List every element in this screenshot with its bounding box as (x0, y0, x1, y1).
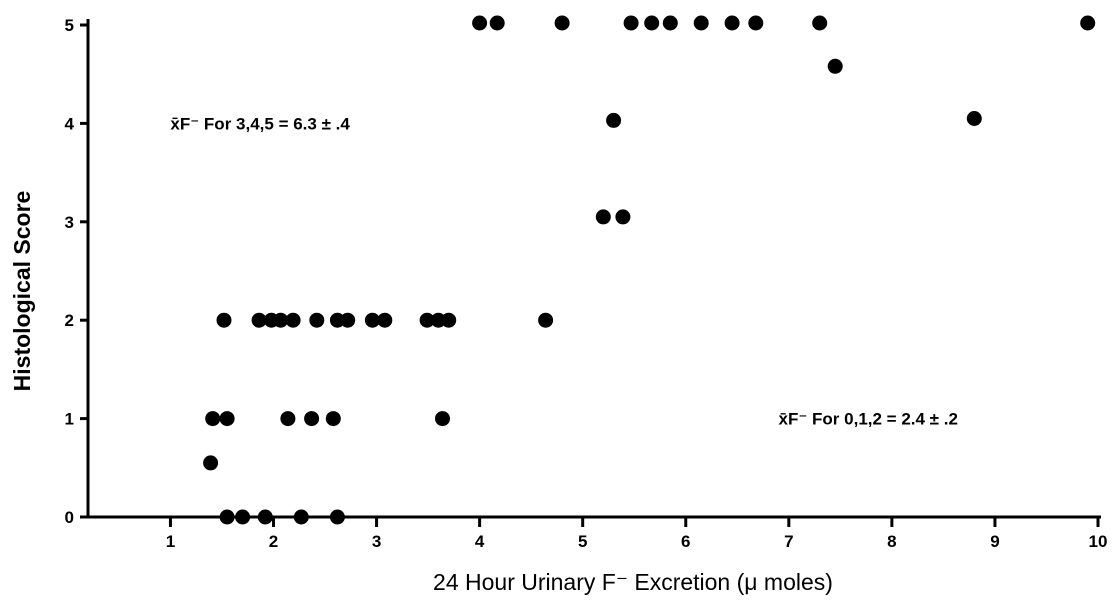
data-point (748, 15, 764, 31)
data-point (441, 312, 457, 328)
x-tick-label: 1 (166, 532, 175, 551)
x-tick-label: 4 (475, 532, 485, 551)
data-point (309, 312, 325, 328)
data-point (235, 509, 251, 525)
data-point (251, 312, 267, 328)
data-point (257, 509, 273, 525)
data-point (472, 15, 488, 31)
data-point (219, 509, 235, 525)
data-point (623, 15, 639, 31)
y-tick-label: 1 (65, 410, 74, 429)
data-point (205, 411, 221, 427)
y-axis-title: Histological Score (9, 191, 35, 392)
y-tick-label: 3 (65, 213, 74, 232)
data-point (329, 509, 345, 525)
data-point (419, 312, 435, 328)
data-point (377, 312, 393, 328)
data-point (554, 15, 570, 31)
x-tick-label: 9 (990, 532, 999, 551)
data-point (595, 209, 611, 225)
x-tick-label: 7 (784, 532, 793, 551)
x-tick-label: 3 (372, 532, 381, 551)
x-tick-label: 6 (681, 532, 690, 551)
axes: 0 1 2 3 4 5 1 2 3 4 5 6 7 8 9 10 (65, 16, 1108, 551)
x-axis-title: 24 Hour Urinary F⁻ Excretion (μ moles) (433, 569, 833, 595)
x-tick-label: 8 (887, 532, 896, 551)
data-point (364, 312, 380, 328)
data-point (538, 312, 554, 328)
annotation-mean-low-scores: x̄F⁻ For 0,1,2 = 2.4 ± .2 (779, 410, 958, 429)
data-point (489, 15, 505, 31)
data-point (293, 509, 309, 525)
data-point (329, 312, 345, 328)
data-point (644, 15, 660, 31)
data-point (216, 312, 232, 328)
x-tick-label: 5 (578, 532, 587, 551)
y-tick-label: 0 (65, 508, 74, 527)
data-point (273, 312, 289, 328)
data-point (435, 411, 450, 427)
data-point (662, 15, 678, 31)
y-tick-label: 4 (65, 114, 75, 133)
data-point (606, 112, 622, 128)
data-point (285, 312, 301, 328)
data-points (203, 15, 1096, 525)
data-point (812, 15, 828, 31)
data-point (430, 312, 446, 328)
data-point (615, 209, 631, 225)
data-point (325, 411, 341, 427)
data-point (693, 15, 709, 31)
x-tick-label: 10 (1089, 532, 1108, 551)
y-tick-label: 5 (65, 16, 74, 35)
chart-text: 24 Hour Urinary F⁻ Excretion (μ moles) H… (9, 114, 958, 595)
y-tick-label: 2 (65, 311, 74, 330)
x-tick-label: 2 (269, 532, 278, 551)
data-point (219, 411, 235, 427)
data-point (827, 58, 843, 74)
data-point (304, 411, 320, 427)
data-point (280, 411, 296, 427)
data-point (724, 15, 740, 31)
data-point (203, 455, 219, 471)
data-point (1080, 15, 1096, 31)
annotation-mean-high-scores: x̄F⁻ For 3,4,5 = 6.3 ± .4 (170, 114, 350, 133)
data-point (966, 111, 982, 126)
data-point (340, 312, 356, 328)
